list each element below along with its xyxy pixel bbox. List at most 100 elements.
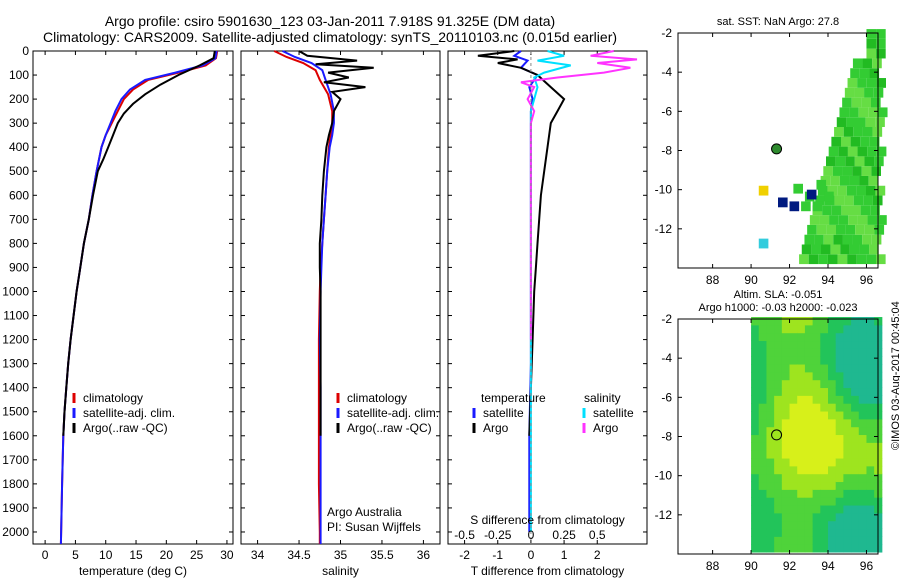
sla-cell	[751, 473, 760, 483]
sst-cell	[870, 205, 880, 216]
y-tick-label: -12	[655, 222, 673, 236]
sla-cell	[835, 411, 844, 420]
sla-cell	[774, 458, 783, 467]
sla-cell	[843, 473, 852, 483]
x-tick-label: 35.5	[370, 548, 394, 562]
sla-cell	[812, 348, 821, 357]
y-tick-label: -6	[661, 390, 672, 404]
sla-cell	[851, 403, 860, 412]
sla-cell	[789, 387, 798, 396]
sla-cell	[797, 426, 806, 436]
sla-cell	[843, 371, 852, 381]
sla-cell	[797, 458, 806, 467]
x-tick-label: 0	[528, 548, 535, 562]
sst-cell	[872, 58, 882, 69]
sla-cell	[781, 505, 791, 514]
sla-cell	[797, 481, 806, 490]
sla-cell	[789, 395, 798, 404]
sla-cell	[804, 465, 814, 475]
y-tick-label: 300	[9, 116, 29, 130]
sst-cell	[876, 146, 887, 157]
sla-cell	[758, 481, 767, 490]
sla-cell	[797, 348, 806, 357]
sla-cell	[751, 332, 760, 342]
sla-cell	[781, 340, 791, 349]
sla-cell	[851, 364, 860, 373]
y-tick-label: -8	[661, 430, 672, 444]
sla-cell	[766, 512, 775, 522]
sst-cell	[807, 224, 817, 235]
x-tick-label: 88	[706, 273, 720, 287]
series-line-satellite-adj-clim-	[282, 50, 335, 544]
sla-cell	[828, 434, 837, 443]
sla-cell	[858, 505, 867, 514]
sla-cell	[804, 371, 814, 381]
sla-cell	[843, 324, 852, 334]
sla-cell	[835, 324, 844, 334]
sst-cell	[828, 146, 839, 157]
top-axis-label: S difference from climatology	[470, 513, 625, 527]
sla-cell	[835, 434, 844, 443]
map-title: Altim. SLA: -0.051	[734, 289, 823, 301]
y-tick-label: 0	[22, 44, 29, 58]
sla-cell	[820, 450, 829, 459]
sst-cell	[875, 117, 885, 127]
sla-cell	[766, 324, 775, 334]
sla-cell	[820, 387, 829, 396]
sst-cell	[823, 166, 833, 176]
sla-cell	[843, 403, 852, 412]
sla-cell	[797, 489, 806, 498]
sla-cell	[804, 418, 814, 428]
x-tick-label: 35	[334, 548, 348, 562]
sla-cell	[828, 465, 837, 475]
sla-cell	[812, 403, 821, 412]
sla-cell	[858, 324, 867, 334]
sla-cell	[751, 434, 760, 443]
sla-cell	[835, 489, 844, 498]
sst-cell	[869, 68, 880, 79]
sla-cell	[789, 544, 798, 553]
sla-cell	[835, 395, 844, 404]
sla-cell	[820, 418, 829, 428]
panel-annotation: Argo Australia	[327, 505, 402, 519]
sla-cell	[812, 371, 821, 381]
sst-cell	[863, 195, 873, 206]
sst-cell	[826, 156, 836, 167]
sla-cell	[828, 544, 837, 553]
figure-subtitle: Climatology: CARS2009. Satellite-adjuste…	[42, 29, 618, 45]
sla-cell	[766, 465, 775, 475]
sst-cell	[849, 175, 860, 186]
sla-cell	[866, 332, 875, 342]
sla-cell	[851, 473, 860, 483]
sla-cell	[820, 434, 829, 443]
sla-cell	[835, 364, 844, 373]
sla-cell	[751, 418, 760, 428]
x-tick-label: 92	[783, 559, 797, 573]
sla-cell	[828, 395, 837, 404]
sla-cell	[820, 317, 829, 326]
sla-cell	[835, 473, 844, 483]
sla-cell	[820, 379, 829, 389]
sla-cell	[843, 481, 852, 490]
sla-cell	[789, 512, 798, 522]
sst-cell	[851, 97, 862, 108]
legend-label: Argo(..raw -QC)	[83, 421, 168, 435]
sla-cell	[751, 536, 760, 545]
sst-cell	[817, 185, 828, 196]
sst-cell	[868, 107, 878, 118]
sla-cell	[812, 324, 821, 334]
sst-cell	[871, 234, 882, 245]
x-axis-label: T difference from climatology	[471, 564, 625, 578]
sla-cell	[851, 348, 860, 357]
sla-cell	[843, 489, 852, 498]
sla-cell	[758, 544, 767, 553]
sla-cell	[858, 536, 867, 545]
sst-cell	[811, 244, 821, 255]
sst-cell	[839, 107, 850, 118]
sla-cell	[751, 458, 760, 467]
sst-cell	[836, 117, 847, 127]
sst-cell	[857, 215, 868, 225]
sst-cell	[842, 97, 852, 108]
sst-cell	[808, 254, 819, 265]
sla-cell	[758, 520, 767, 530]
